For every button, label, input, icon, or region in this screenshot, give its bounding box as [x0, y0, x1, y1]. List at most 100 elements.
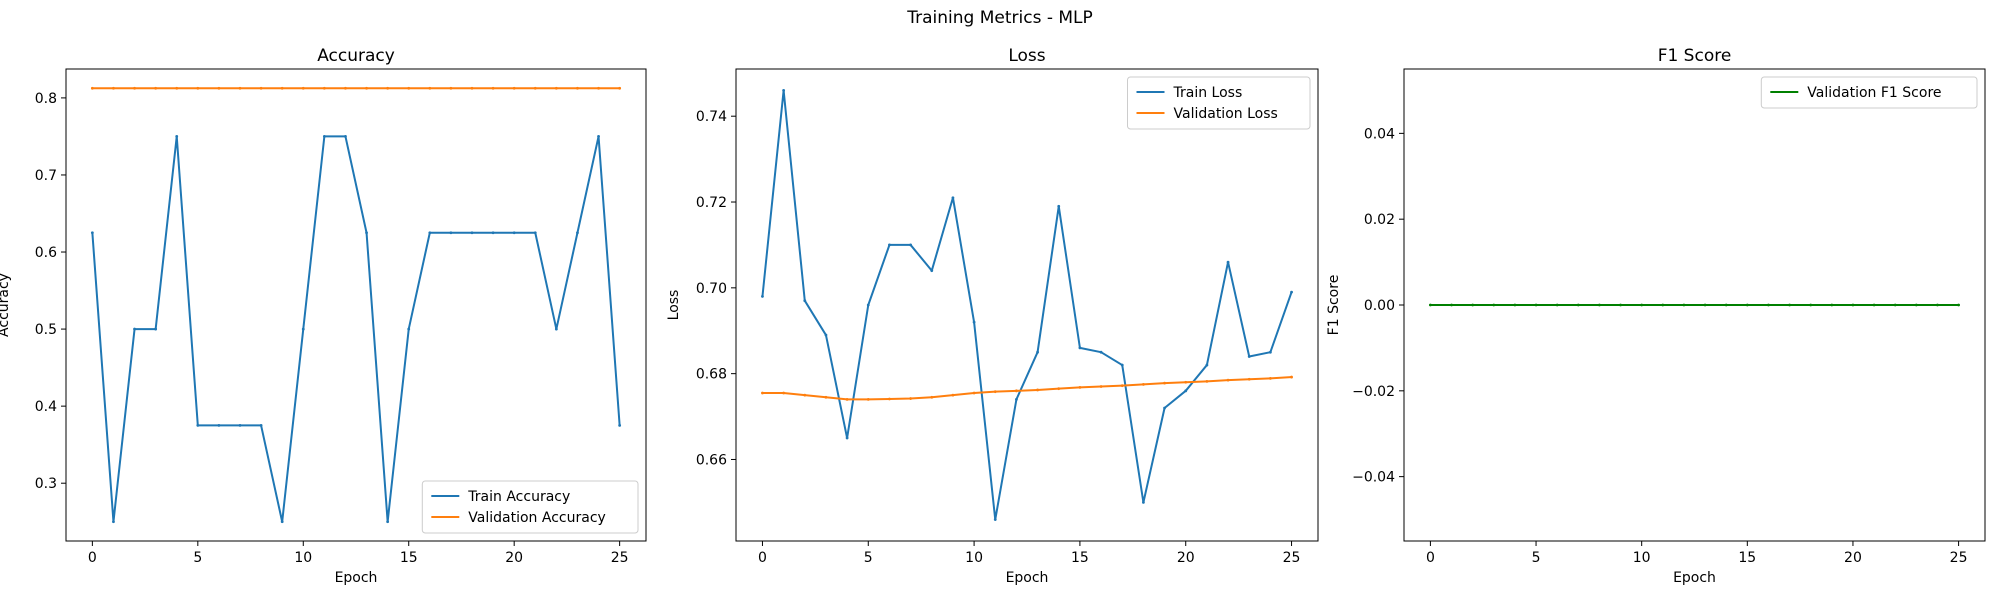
data-point-validation-loss [972, 391, 976, 395]
data-point-train-accuracy [90, 231, 94, 235]
data-point-train-accuracy [618, 424, 622, 427]
data-point-validation-accuracy [428, 86, 432, 90]
data-point-train-loss [1142, 500, 1145, 504]
data-point-validation-f1-score [1534, 303, 1538, 307]
data-point-train-loss [1120, 363, 1124, 367]
data-point-validation-f1-score [1957, 303, 1960, 307]
data-point-validation-f1-score [1724, 303, 1728, 307]
data-point-validation-loss [824, 395, 828, 399]
y-axis-label: Loss [666, 290, 682, 321]
y-tick-label: 0.72 [696, 195, 727, 211]
data-point-train-loss [824, 333, 828, 337]
data-point-train-loss [972, 320, 976, 324]
data-point-validation-loss [1247, 377, 1251, 381]
data-point-validation-accuracy [90, 86, 94, 90]
data-point-train-accuracy [112, 520, 115, 524]
data-point-validation-loss [1205, 379, 1209, 383]
chart-panel-loss: Loss 0 5 10 15 20 25 0.66 0.68 0.70 0.72 0.74 Epoch L… [666, 46, 1319, 586]
data-point-validation-accuracy [597, 86, 600, 90]
data-point-validation-accuracy [512, 86, 516, 90]
data-point-validation-f1-score [1872, 303, 1876, 307]
data-point-validation-loss [888, 397, 891, 401]
data-point-validation-f1-score [1640, 303, 1644, 307]
x-axis-label: Epoch [335, 570, 378, 586]
data-point-train-loss [866, 303, 870, 307]
data-point-validation-loss [1142, 382, 1145, 386]
data-point-validation-accuracy [386, 86, 390, 90]
y-tick-label: 0.3 [35, 476, 57, 492]
legend: Train Loss Validation Loss [1127, 76, 1311, 130]
legend: Train Accuracy Validation Accuracy [421, 480, 639, 534]
y-axis-label: F1 Score [1326, 275, 1342, 336]
data-point-validation-accuracy [301, 86, 305, 90]
data-point-train-accuracy [322, 135, 326, 138]
data-point-validation-loss [1120, 384, 1124, 388]
x-axis-label: Epoch [1673, 570, 1716, 586]
chart-title: Accuracy [317, 46, 395, 66]
data-point-validation-accuracy [618, 86, 622, 90]
data-point-validation-f1-score [1598, 303, 1601, 307]
data-point-train-loss [1078, 346, 1082, 350]
data-point-train-accuracy [407, 327, 411, 331]
data-point-validation-accuracy [554, 86, 558, 90]
data-point-train-loss [1184, 389, 1188, 393]
data-point-train-accuracy [344, 135, 347, 138]
data-point-train-accuracy [301, 327, 305, 331]
data-point-validation-accuracy [470, 86, 474, 90]
data-point-validation-accuracy [365, 86, 368, 90]
x-tick-label: 10 [965, 550, 983, 566]
data-point-validation-accuracy [112, 86, 115, 90]
data-point-validation-accuracy [238, 86, 242, 90]
data-point-validation-f1-score [1809, 303, 1813, 307]
data-point-train-accuracy [386, 520, 390, 524]
data-point-train-loss [1036, 350, 1039, 354]
data-point-validation-loss [761, 391, 764, 395]
y-tick-label: −0.02 [1352, 384, 1395, 400]
data-point-validation-f1-score [1767, 303, 1770, 307]
data-point-validation-f1-score [1576, 303, 1580, 307]
series-line-train-loss [761, 89, 1293, 521]
data-point-validation-accuracy [344, 86, 347, 90]
data-point-validation-loss [845, 398, 849, 401]
data-point-validation-accuracy [533, 86, 537, 90]
x-tick-label: 25 [1950, 550, 1968, 566]
data-point-validation-loss [1078, 385, 1082, 389]
y-tick-label: 0.8 [35, 91, 57, 107]
data-point-train-accuracy [470, 231, 474, 235]
data-point-train-accuracy [154, 327, 158, 331]
data-point-validation-f1-score [1745, 303, 1749, 307]
data-point-validation-loss [1290, 375, 1293, 379]
y-tick-label: 0.6 [35, 245, 57, 261]
legend-label: Validation Loss [1174, 106, 1278, 122]
x-tick-label: 15 [1071, 550, 1089, 566]
data-point-validation-accuracy [175, 86, 179, 90]
data-point-validation-f1-score [1513, 303, 1517, 307]
x-tick-label: 5 [864, 550, 873, 566]
data-point-train-accuracy [238, 424, 242, 427]
x-tick-label: 15 [1738, 550, 1756, 566]
chart-title: Loss [1008, 46, 1045, 66]
data-point-validation-f1-score [1936, 303, 1939, 307]
y-tick-label: 0.4 [35, 399, 57, 415]
data-point-validation-f1-score [1471, 303, 1475, 307]
data-point-train-loss [845, 436, 849, 440]
data-point-train-loss [1163, 406, 1166, 410]
legend-box [1760, 76, 1978, 109]
y-tick-label: 0.02 [1364, 212, 1395, 228]
data-point-validation-f1-score [1851, 303, 1855, 307]
data-point-train-loss [993, 518, 997, 521]
legend-label: Train Accuracy [467, 489, 570, 505]
data-point-train-accuracy [533, 231, 537, 235]
x-tick-label: 20 [505, 550, 523, 566]
data-point-validation-accuracy [322, 86, 326, 90]
data-point-validation-loss [1099, 385, 1103, 388]
data-point-train-loss [930, 269, 934, 273]
figure-title: Training Metrics - MLP [907, 8, 1093, 28]
x-tick-label: 0 [88, 550, 97, 566]
x-tick-label: 10 [294, 550, 312, 566]
data-point-train-loss [1226, 260, 1230, 264]
x-tick-label: 20 [1177, 550, 1195, 566]
data-point-validation-loss [930, 395, 934, 399]
data-point-validation-loss [993, 390, 997, 394]
legend-label: Train Loss [1173, 85, 1243, 101]
